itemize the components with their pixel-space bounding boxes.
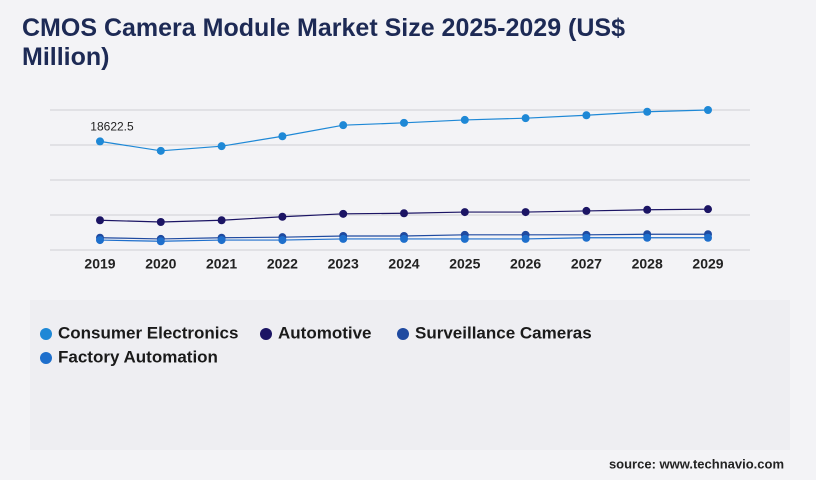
legend-marker [397, 328, 409, 340]
data-point [582, 233, 591, 242]
data-point [156, 237, 165, 246]
data-point [521, 208, 530, 217]
x-tick-label: 2019 [84, 256, 115, 272]
data-point [400, 118, 408, 127]
legend-label: Factory Automation [58, 347, 218, 366]
data-point [278, 236, 287, 245]
x-tick-label: 2024 [388, 256, 419, 272]
legend-marker [40, 352, 52, 364]
data-point [278, 132, 287, 141]
x-tick-label: 2026 [510, 256, 541, 272]
chart-title: CMOS Camera Module Market Size 2025-2029… [22, 14, 626, 71]
data-point [339, 121, 348, 130]
data-point [96, 216, 104, 225]
data-point [460, 234, 469, 243]
data-point [217, 142, 226, 151]
data-point [643, 205, 652, 214]
data-point [278, 212, 287, 221]
data-point [582, 111, 591, 120]
data-point [704, 106, 712, 114]
x-tick-label: 2025 [449, 256, 480, 272]
source: source: www.technavio.com [609, 456, 784, 471]
data-point [339, 234, 348, 243]
data-point [96, 137, 104, 146]
x-tick-label: 2027 [571, 256, 602, 272]
data-point [217, 236, 226, 245]
x-tick-label: 2020 [145, 256, 176, 272]
data-point [96, 236, 104, 245]
legend-panel [30, 300, 790, 450]
data-point [400, 209, 408, 218]
legend-label: Automotive [278, 323, 372, 342]
legend-marker [40, 328, 52, 340]
data-point [704, 233, 712, 242]
legend-label: Surveillance Cameras [415, 323, 592, 342]
x-tick-label: 2029 [692, 256, 723, 272]
data-point [643, 107, 652, 116]
data-point [460, 115, 469, 124]
data-point [460, 208, 469, 217]
x-tick-label: 2021 [206, 256, 237, 272]
data-point [156, 146, 165, 155]
data-point [704, 205, 712, 214]
data-label: 18622.5 [90, 120, 134, 134]
data-point [156, 218, 165, 226]
data-point [217, 216, 226, 225]
legend-marker [260, 328, 272, 340]
legend-label: Consumer Electronics [58, 323, 238, 342]
x-tick-label: 2028 [632, 256, 663, 272]
data-point [643, 233, 652, 242]
data-point [521, 234, 530, 243]
data-point [521, 114, 530, 123]
x-tick-label: 2023 [328, 256, 359, 272]
data-point [400, 234, 408, 243]
x-tick-label: 2022 [267, 256, 298, 272]
data-point [582, 206, 591, 215]
data-point [339, 209, 348, 218]
